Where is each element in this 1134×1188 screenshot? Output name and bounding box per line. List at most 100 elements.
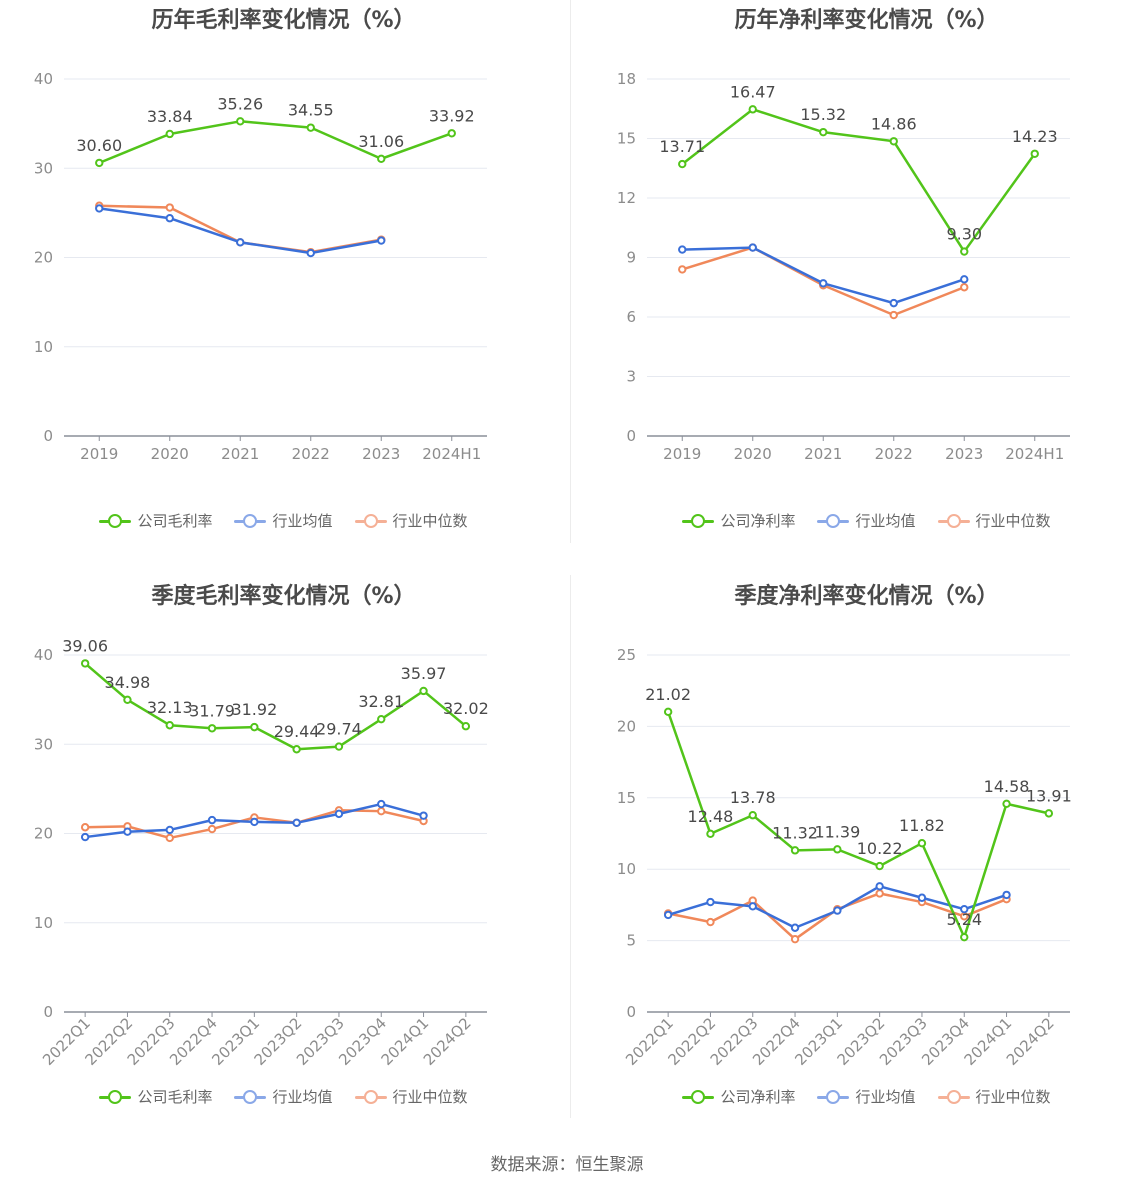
y-tick-label: 25 [617,646,636,664]
data-point-avg [377,236,386,245]
data-point-avg [663,910,673,920]
y-tick-label: 18 [617,70,636,88]
legend-median-label: 行业中位数 [975,512,1051,530]
data-point-company [1044,809,1054,818]
data-point-company [250,722,259,732]
x-tick-label: 2019 [663,445,701,463]
quarterly-net-margin-chart: 季度净利率变化情况（%） 0 5 10 15 20 25 2022Q1 2022Q2 2022Q… [583,576,1134,1146]
legend-item-company[interactable]: 公司毛利率 [99,1086,212,1107]
data-label: 5.24 [946,910,982,929]
chart-plot: 0 10 20 30 40 2019 2020 2021 2022 2023 2024H1 30.60… [34,70,487,463]
legend-average-marker [817,1089,850,1104]
data-point-company [377,154,386,163]
data-label: 14.58 [984,777,1030,796]
x-tick-label: 2020 [151,445,189,463]
legend-item-industry-average[interactable]: 行业均值 [234,510,333,531]
legend-item-industry-average[interactable]: 行业均值 [234,1086,333,1107]
legend-item-company[interactable]: 公司净利率 [682,510,795,531]
annual-gross-margin-chart: 历年毛利率变化情况（%） 0 10 20 30 40 2019 2020 2021 2022 20… [0,0,567,570]
data-point-company [292,745,301,754]
legend-item-industry-average[interactable]: 行业均值 [817,510,916,531]
chart-plot: 0102030402022Q12022Q22022Q32022Q42023Q12… [34,636,489,1069]
data-label: 11.39 [814,822,860,841]
quarterly-gross-margin-chart: 季度毛利率变化情况（%） 0 10 20 30 40 2022Q1 2022Q2 2022Q3… [0,576,567,1146]
legend-item-industry-median[interactable]: 行业中位数 [937,1086,1051,1107]
legend-item-company[interactable]: 公司净利率 [682,1086,795,1107]
data-point-median [377,806,386,816]
legend-company-label: 公司净利率 [720,1088,796,1106]
data-point-company [1002,799,1011,808]
y-tick-label: 15 [617,789,636,807]
data-point-avg [123,827,132,836]
legend-median-marker [354,513,387,528]
data-point-company [960,247,969,256]
data-label: 34.98 [105,673,151,692]
x-tick-label: 2021 [804,445,842,463]
x-tick-label: 2022 [875,445,913,463]
data-point-median [678,265,687,274]
data-point-median [165,203,174,212]
legend-item-industry-median[interactable]: 行业中位数 [937,510,1051,531]
data-label: 15.32 [800,105,846,124]
data-point-company [80,659,90,668]
data-label: 34.55 [288,101,334,120]
data-label: 35.97 [401,664,447,683]
data-label: 30.60 [76,136,122,155]
data-point-median [706,917,715,927]
data-label: 32.81 [358,692,404,711]
data-point-company [165,129,174,139]
data-point-company [748,811,757,820]
data-point-company [165,721,174,730]
legend-item-industry-median[interactable]: 行业中位数 [354,510,468,531]
data-label: 13.91 [1026,786,1072,805]
data-point-avg [748,902,757,911]
series-line-company [681,108,1036,253]
data-point-company [207,724,217,733]
legend-item-industry-average[interactable]: 行业均值 [817,1086,916,1107]
chart-legend: 公司净利率 行业均值 行业中位数 [583,1086,1134,1107]
data-point-company [377,714,386,724]
data-point-company [1030,149,1039,158]
data-point-median [165,833,174,843]
x-tick-label: 2024Q2 [420,1014,475,1069]
y-tick-label: 10 [34,914,53,932]
data-label: 10.22 [857,839,903,858]
data-point-company [960,932,969,942]
y-tick-label: 0 [626,427,636,445]
data-point-avg [1002,890,1011,900]
y-tick-label: 10 [617,860,636,878]
data-point-avg [889,298,898,308]
legend-item-company[interactable]: 公司毛利率 [99,510,212,531]
chart-plot: 0 3 6 9 12 15 18 2019 2020 2021 2022 2023 2024H1 13.7… [617,70,1070,463]
data-point-company [833,845,842,854]
data-point-avg [236,238,245,247]
y-tick-label: 20 [617,717,636,735]
data-point-avg [917,893,927,902]
data-point-company [875,861,884,871]
x-tick-label: 2021 [221,445,259,463]
y-tick-label: 0 [43,427,53,445]
data-point-company [917,839,927,848]
data-point-avg [790,923,800,932]
data-label: 29.44 [274,722,320,741]
legend-company-label: 公司毛利率 [137,512,213,530]
legend-item-industry-median[interactable]: 行业中位数 [354,1086,468,1107]
data-label: 32.02 [443,699,489,718]
chart-title: 季度毛利率变化情况（%） [151,584,416,609]
data-point-avg [95,204,104,213]
data-label: 31.79 [189,701,235,720]
x-tick-label: 2024H1 [422,445,481,463]
data-point-avg [334,809,344,819]
data-point-company [790,846,800,855]
data-point-company [663,707,673,717]
legend-company-label: 公司净利率 [720,512,796,530]
data-point-company [123,695,132,705]
data-label: 14.86 [871,114,917,133]
data-point-company [419,686,428,696]
chart-legend: 公司毛利率 行业均值 行业中位数 [0,510,567,531]
data-point-company [706,829,715,838]
data-point-avg [377,799,386,809]
x-tick-label: 2019 [80,445,118,463]
data-label: 32.13 [147,698,193,717]
data-point-company [678,159,687,169]
